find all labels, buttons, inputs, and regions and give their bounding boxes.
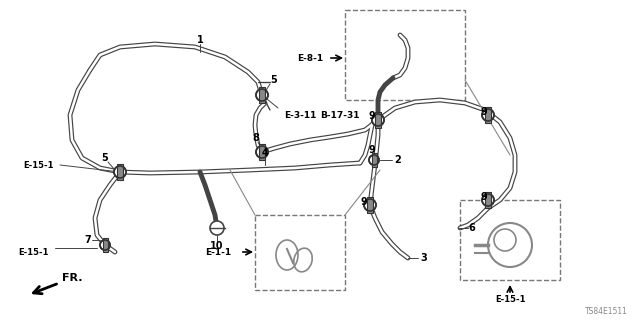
Bar xyxy=(375,112,381,128)
Bar xyxy=(259,87,265,103)
Bar xyxy=(345,10,465,100)
Bar xyxy=(485,192,491,208)
Text: 1: 1 xyxy=(196,35,204,45)
Text: E-8-1: E-8-1 xyxy=(297,53,323,62)
Circle shape xyxy=(100,240,110,250)
Text: 6: 6 xyxy=(468,223,476,233)
Text: E-1-1: E-1-1 xyxy=(205,247,231,257)
Bar xyxy=(367,196,373,213)
Text: 5: 5 xyxy=(271,75,277,85)
Text: E-15-1: E-15-1 xyxy=(18,247,48,257)
Text: TS84E1511: TS84E1511 xyxy=(585,308,628,316)
Circle shape xyxy=(482,109,494,121)
Text: E-15-1: E-15-1 xyxy=(495,295,525,305)
Circle shape xyxy=(210,221,224,235)
Text: 9: 9 xyxy=(369,111,376,121)
Circle shape xyxy=(256,146,268,158)
Bar xyxy=(255,215,345,290)
Circle shape xyxy=(372,114,384,126)
Bar xyxy=(259,144,265,160)
Text: 2: 2 xyxy=(395,155,401,165)
Text: 5: 5 xyxy=(102,153,108,163)
Text: FR.: FR. xyxy=(33,273,83,294)
Circle shape xyxy=(256,89,268,101)
Circle shape xyxy=(369,155,379,165)
Text: 9: 9 xyxy=(369,145,376,155)
Circle shape xyxy=(482,194,494,206)
Bar xyxy=(117,164,123,180)
Text: E-3-11: E-3-11 xyxy=(284,110,316,119)
Bar xyxy=(371,153,376,167)
Text: 10: 10 xyxy=(211,241,224,251)
Text: 9: 9 xyxy=(481,107,488,117)
Text: 8: 8 xyxy=(253,133,259,143)
Bar xyxy=(102,238,108,252)
Bar xyxy=(485,107,491,124)
Text: 7: 7 xyxy=(84,235,92,245)
Text: 4: 4 xyxy=(262,148,268,158)
Bar xyxy=(460,200,560,280)
Text: 3: 3 xyxy=(420,253,428,263)
Circle shape xyxy=(114,166,126,178)
Circle shape xyxy=(364,199,376,211)
Text: 9: 9 xyxy=(360,197,367,207)
Text: B-17-31: B-17-31 xyxy=(320,110,360,119)
Text: 9: 9 xyxy=(481,192,488,202)
Text: E-15-1: E-15-1 xyxy=(23,161,53,170)
